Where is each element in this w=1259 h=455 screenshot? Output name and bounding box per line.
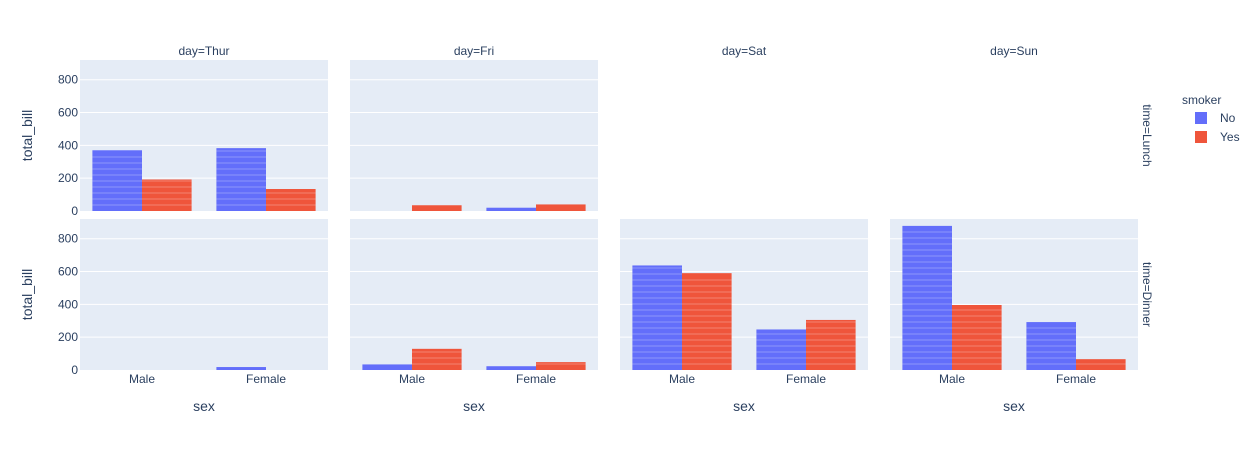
- x-axis-title: sex: [1003, 398, 1025, 414]
- x-tick-label: Female: [516, 372, 556, 386]
- y-tick-label: 0: [71, 204, 78, 218]
- column-facet-label: day=Sun: [990, 44, 1038, 58]
- column-facet-label: day=Sat: [722, 44, 767, 58]
- bar-yes-female: [536, 362, 586, 370]
- x-tick-label: Male: [939, 372, 965, 386]
- bar-yes-female: [1076, 359, 1126, 370]
- row-facet-label: time=Dinner: [1140, 262, 1154, 327]
- bar-yes-male: [682, 273, 732, 370]
- x-tick-label: Male: [129, 372, 155, 386]
- x-tick-label: Female: [246, 372, 286, 386]
- column-facet-label: day=Thur: [178, 44, 229, 58]
- legend-swatch-yes[interactable]: [1195, 131, 1207, 143]
- legend-swatch-no[interactable]: [1195, 112, 1207, 124]
- bar-yes-male: [412, 205, 462, 211]
- column-facet-label: day=Fri: [454, 44, 494, 58]
- bar-no-female: [486, 366, 536, 370]
- legend-title: smoker: [1182, 93, 1221, 107]
- row-facet-label: time=Lunch: [1140, 104, 1154, 166]
- y-tick-label: 800: [58, 73, 78, 87]
- y-tick-label: 600: [58, 265, 78, 279]
- y-tick-label: 0: [71, 363, 78, 377]
- x-tick-label: Male: [399, 372, 425, 386]
- bar-no-female: [216, 148, 266, 211]
- x-axis-title: sex: [733, 398, 755, 414]
- y-tick-label: 200: [58, 171, 78, 185]
- y-tick-label: 800: [58, 232, 78, 246]
- panel-background: [350, 60, 598, 211]
- y-tick-label: 200: [58, 330, 78, 344]
- bar-yes-male: [412, 348, 462, 370]
- bar-yes-female: [806, 319, 856, 370]
- y-tick-label: 600: [58, 106, 78, 120]
- y-axis-title: total_bill: [19, 269, 35, 320]
- bar-yes-male: [142, 179, 192, 211]
- x-tick-label: Female: [786, 372, 826, 386]
- y-axis-title: total_bill: [19, 110, 35, 161]
- bar-no-male: [632, 265, 682, 370]
- x-axis-title: sex: [463, 398, 485, 414]
- bar-no-male: [362, 364, 412, 370]
- bar-no-female: [756, 329, 806, 370]
- y-tick-label: 400: [58, 297, 78, 311]
- bar-yes-female: [536, 204, 586, 211]
- bar-yes-male: [952, 305, 1002, 370]
- panel-background: [350, 219, 598, 370]
- x-axis-title: sex: [193, 398, 215, 414]
- bar-no-female: [486, 207, 536, 211]
- legend-item-no: No: [1220, 111, 1236, 125]
- x-tick-label: Male: [669, 372, 695, 386]
- legend-item-yes: Yes: [1220, 130, 1240, 144]
- bar-no-male: [92, 150, 142, 211]
- x-tick-label: Female: [1056, 372, 1096, 386]
- bar-yes-female: [266, 189, 316, 211]
- bar-no-female: [216, 367, 266, 370]
- y-tick-label: 400: [58, 138, 78, 152]
- panel-background: [80, 219, 328, 370]
